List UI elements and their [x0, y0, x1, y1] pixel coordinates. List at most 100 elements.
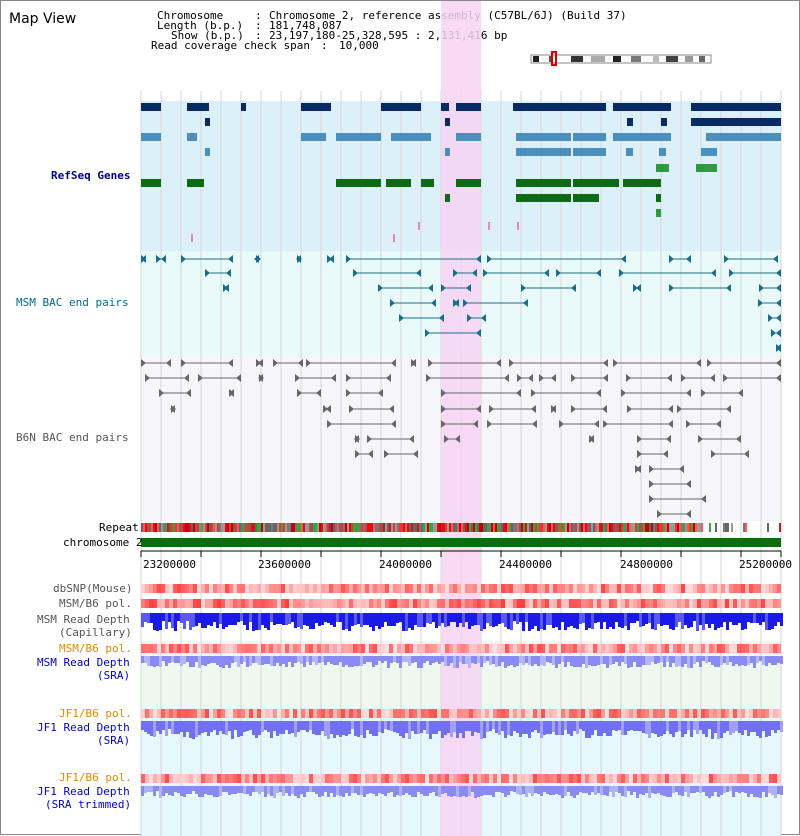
read-depth-bar: [309, 786, 312, 792]
b6n-bac-pair-end: [649, 480, 654, 488]
polymorphism-cell: [369, 584, 373, 593]
read-depth-bar: [435, 721, 438, 734]
read-depth-bar: [141, 721, 144, 730]
read-depth-bar: [654, 721, 657, 734]
jf1-b6-pol-2-label[interactable]: JF1/B6 pol.: [59, 771, 132, 784]
msm-read-depth-capillary-label-2[interactable]: (Capillary): [59, 626, 132, 639]
polymorphism-cell: [525, 774, 529, 783]
repeat-label[interactable]: Repeat: [99, 521, 139, 534]
repeat-element: [237, 523, 239, 532]
repeat-element: [643, 523, 645, 532]
read-depth-bar: [291, 721, 294, 733]
msm-read-depth-sra-label-1[interactable]: MSM Read Depth: [37, 656, 130, 669]
b6n-bac-pair-end: [571, 374, 576, 382]
b6n-bac-pair-end: [236, 374, 241, 382]
polymorphism-cell: [601, 774, 605, 783]
polymorphism-cell: [441, 709, 445, 718]
jf1-b6-pol-label[interactable]: JF1/B6 pol.: [59, 707, 132, 720]
repeat-element: [263, 523, 265, 532]
read-depth-bar: [615, 721, 618, 731]
b6n-bac-pair-end: [602, 405, 607, 413]
repeat-element: [545, 523, 547, 532]
polymorphism-cell: [173, 774, 177, 783]
polymorphism-cell: [741, 644, 745, 653]
read-depth-bar: [498, 721, 501, 735]
polymorphism-cell: [389, 599, 393, 608]
read-depth-bar: [684, 786, 687, 792]
refseq-genes-label[interactable]: RefSeq Genes: [51, 169, 131, 182]
read-depth-bar: [171, 656, 174, 662]
polymorphism-cell: [637, 709, 641, 718]
read-depth-bar: [267, 786, 270, 794]
read-depth-bar: [603, 656, 606, 664]
chromosome-track-label[interactable]: chromosome 2: [63, 536, 143, 549]
polymorphism-cell: [521, 709, 525, 718]
read-depth-bar: [471, 721, 474, 736]
read-depth-bar: [684, 613, 687, 625]
read-depth-bar: [648, 613, 651, 623]
read-depth-bar: [312, 786, 315, 792]
polymorphism-cell: [161, 584, 165, 593]
polymorphism-cell: [369, 644, 373, 653]
repeat-element: [395, 523, 397, 532]
repeat-element: [581, 523, 583, 532]
polymorphism-cell: [265, 709, 269, 718]
polymorphism-cell: [485, 644, 489, 653]
polymorphism-cell: [425, 599, 429, 608]
msm-read-depth-sra-label-2[interactable]: (SRA): [97, 669, 131, 682]
polymorphism-cell: [385, 644, 389, 653]
repeat-element: [249, 523, 251, 532]
read-depth-bar: [720, 613, 723, 627]
repeat-element: [325, 523, 327, 532]
read-depth-bar: [474, 656, 477, 664]
read-depth-bar: [351, 721, 354, 729]
polymorphism-cell: [189, 709, 193, 718]
read-depth-bar: [609, 613, 612, 627]
gene-feature: [691, 103, 781, 111]
repeat-element: [173, 523, 175, 532]
msm-bac-pair-end: [228, 255, 233, 263]
jf1-read-depth-trimmed-label-1[interactable]: JF1 Read Depth: [37, 785, 130, 798]
msm-b6-pol-label[interactable]: MSM/B6 pol.: [59, 597, 132, 610]
gene-feature: [656, 194, 661, 202]
read-depth-bar: [678, 656, 681, 666]
read-depth-bar: [300, 721, 303, 730]
repeat-element: [565, 523, 567, 532]
polymorphism-cell: [297, 709, 301, 718]
b6n-bac-end-pairs-label[interactable]: B6N BAC end pairs: [16, 431, 129, 444]
repeat-element: [149, 523, 151, 532]
read-depth-bar: [618, 786, 621, 793]
read-depth-bar: [636, 656, 639, 667]
jf1-read-depth-sra-label-2[interactable]: (SRA): [97, 734, 131, 747]
read-depth-bar: [651, 656, 654, 662]
msm-b6-pol-2-label[interactable]: MSM/B6 pol.: [59, 642, 132, 655]
read-depth-bar: [264, 656, 267, 664]
jf1-read-depth-sra-label-1[interactable]: JF1 Read Depth: [37, 721, 130, 734]
b6n-bac-pair-end: [686, 480, 691, 488]
read-depth-bar: [279, 613, 282, 624]
polymorphism-cell: [561, 709, 565, 718]
b6n-bac-pair-end: [668, 420, 673, 428]
read-depth-bar: [162, 786, 165, 796]
dbsnp-label[interactable]: dbSNP(Mouse): [53, 582, 133, 595]
polymorphism-cell: [345, 584, 349, 593]
jf1-read-depth-trimmed-label-2[interactable]: (SRA trimmed): [45, 798, 132, 811]
msm-bac-end-pairs-label[interactable]: MSM BAC end pairs: [16, 296, 129, 309]
msm-read-depth-capillary-label-1[interactable]: MSM Read Depth: [37, 613, 130, 626]
b6n-bac-pair-end: [621, 389, 626, 397]
chromosome-label: Chromosome: [157, 9, 224, 22]
read-depth-bar: [624, 613, 627, 626]
polymorphism-cell: [429, 584, 433, 593]
axis-tick-label: 24800000: [620, 558, 673, 571]
polymorphism-cell: [453, 644, 457, 653]
gene-feature: [141, 133, 161, 141]
b6n-bac-pair-end: [637, 450, 642, 458]
polymorphism-cell: [145, 584, 149, 593]
polymorphism-cell: [257, 709, 261, 718]
polymorphism-cell: [301, 709, 305, 718]
b6n-bac-pair-end: [649, 495, 654, 503]
read-depth-bar: [183, 613, 186, 629]
b6n-bac-pair-end: [531, 405, 536, 413]
polymorphism-cell: [193, 584, 197, 593]
